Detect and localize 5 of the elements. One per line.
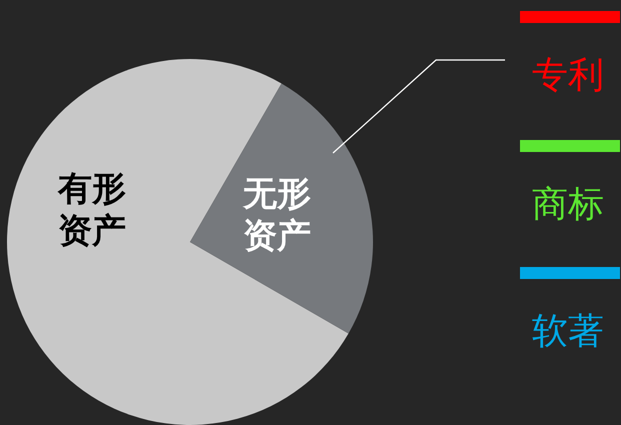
slice-label: 无形资产 [242,174,311,256]
slice-label: 有形资产 [57,169,126,251]
category-label: 商标 [532,184,604,225]
category-label: 软著 [532,311,604,352]
category-label: 专利 [532,55,604,96]
